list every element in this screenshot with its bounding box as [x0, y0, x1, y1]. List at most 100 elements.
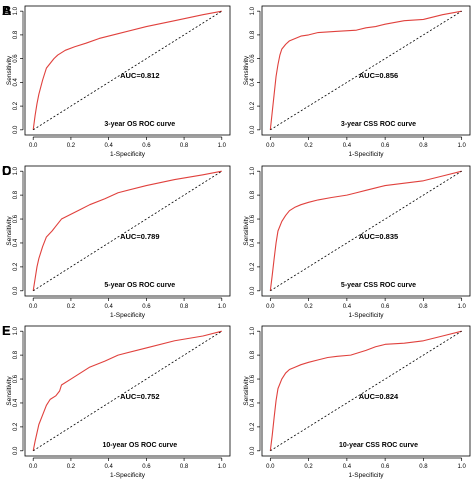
y-tick-label: 0.2: [250, 101, 256, 110]
y-tick-label: 0.2: [250, 422, 256, 431]
y-tick-label: 0.6: [250, 54, 256, 63]
roc-panel: B 0.0 0.2 0.4 0.6 0.8 1.0 1-Specificity 0.0 0.2 0.…: [2, 3, 471, 158]
y-tick-label: 0.4: [250, 398, 256, 407]
x-tick-label: 0.2: [304, 143, 313, 149]
x-tick-label: 1.0: [218, 304, 227, 310]
x-tick-label: 0.6: [142, 464, 151, 470]
x-tick-label: 0.0: [29, 143, 38, 149]
x-tick-label: 0.0: [29, 304, 38, 310]
y-tick-label: 0.2: [13, 262, 19, 271]
panel-letter: C: [2, 163, 12, 178]
x-tick-label: 1.0: [218, 143, 227, 149]
roc-panel: D 0.0 0.2 0.4 0.6 0.8 1.0 1-Specificity 0.0 0.2 0.…: [2, 163, 471, 319]
roc-curve-line: [269, 330, 462, 451]
x-tick-label: 0.0: [29, 464, 38, 470]
x-tick-label: 1.0: [458, 143, 467, 149]
panel-letter: D: [2, 163, 11, 178]
x-tick-label: 0.6: [381, 464, 390, 470]
y-axis-title: Sensitivity: [243, 216, 250, 246]
y-tick-label: 0.8: [13, 190, 19, 199]
x-axis-title: 1-Specificity: [110, 312, 146, 319]
x-tick-label: 0.2: [67, 464, 76, 470]
reference-diagonal-line: [270, 10, 462, 131]
y-tick-label: 0.0: [13, 125, 19, 134]
y-tick-label: 1.0: [13, 6, 19, 15]
auc-label: AUC=0.824: [359, 392, 399, 401]
x-tick-label: 0.2: [67, 143, 76, 149]
x-tick-label: 0.4: [104, 143, 113, 149]
roc-curve-line: [269, 10, 462, 130]
y-tick-label: 0.0: [250, 125, 256, 134]
x-tick-label: 0.6: [381, 143, 390, 149]
y-tick-label: 1.0: [250, 166, 256, 175]
y-tick-label: 0.6: [250, 214, 256, 223]
y-tick-label: 0.2: [250, 262, 256, 271]
y-tick-label: 0.0: [13, 446, 19, 455]
x-tick-label: 0.0: [266, 464, 275, 470]
x-axis-title: 1-Specificity: [110, 472, 146, 479]
x-tick-label: 0.4: [343, 464, 352, 470]
x-tick-label: 0.6: [142, 304, 151, 310]
y-tick-label: 0.8: [13, 350, 19, 359]
reference-diagonal-line: [32, 330, 223, 452]
y-tick-label: 0.4: [250, 78, 256, 87]
curve-title: 10-year CSS ROC curve: [339, 442, 418, 449]
y-tick-label: 0.6: [13, 54, 19, 63]
x-tick-label: 1.0: [218, 464, 227, 470]
y-tick-label: 0.6: [13, 374, 19, 383]
y-tick-label: 1.0: [250, 326, 256, 335]
y-axis-title: Sensitivity: [6, 216, 13, 246]
plot-frame: [24, 325, 231, 457]
x-tick-label: 0.4: [343, 304, 352, 310]
y-tick-label: 0.6: [250, 374, 256, 383]
y-tick-label: 0.8: [250, 30, 256, 39]
x-tick-label: 0.4: [104, 304, 113, 310]
x-tick-label: 0.4: [343, 143, 352, 149]
x-tick-label: 0.2: [304, 464, 313, 470]
roc-curve-line: [32, 10, 222, 130]
x-tick-label: 0.8: [180, 464, 189, 470]
y-tick-label: 1.0: [250, 6, 256, 15]
x-axis-title: 1-Specificity: [348, 151, 384, 158]
x-tick-label: 0.6: [381, 304, 390, 310]
curve-title: 5-year OS ROC curve: [104, 282, 175, 289]
curve-title: 3-year CSS ROC curve: [341, 121, 416, 128]
y-axis-title: Sensitivity: [243, 376, 250, 406]
panel-letter: F: [2, 323, 10, 338]
panel-letter: B: [2, 3, 11, 18]
roc-panel: A 0.0 0.2 0.4 0.6 0.8 1.0 1-Specificity 0.0 0.2 0.…: [2, 3, 231, 158]
curve-title: 10-year OS ROC curve: [102, 442, 177, 449]
x-tick-label: 0.0: [266, 143, 275, 149]
y-tick-label: 0.4: [13, 398, 19, 407]
y-tick-label: 0.2: [13, 422, 19, 431]
plot-frame: [261, 165, 471, 297]
x-tick-label: 0.6: [142, 143, 151, 149]
roc-curve-line: [32, 170, 222, 291]
x-tick-label: 1.0: [458, 464, 467, 470]
reference-diagonal-line: [270, 170, 462, 292]
y-tick-label: 0.4: [250, 238, 256, 247]
roc-curve-line: [269, 170, 462, 291]
y-tick-label: 0.0: [250, 286, 256, 295]
y-axis-title: Sensitivity: [6, 376, 13, 406]
x-axis-title: 1-Specificity: [348, 472, 384, 479]
y-tick-label: 0.4: [13, 238, 19, 247]
x-tick-label: 0.2: [67, 304, 76, 310]
auc-label: AUC=0.752: [120, 392, 159, 401]
x-axis-title: 1-Specificity: [110, 151, 146, 158]
reference-diagonal-line: [270, 330, 462, 452]
y-tick-label: 0.4: [13, 78, 19, 87]
reference-diagonal-line: [32, 170, 223, 292]
auc-label: AUC=0.856: [359, 71, 398, 80]
curve-title: 3-year OS ROC curve: [104, 121, 175, 128]
x-tick-label: 0.8: [180, 304, 189, 310]
y-axis-title: Sensitivity: [243, 55, 250, 85]
x-tick-label: 0.4: [104, 464, 113, 470]
y-tick-label: 0.8: [13, 30, 19, 39]
roc-panel: E 0.0 0.2 0.4 0.6 0.8 1.0 1-Specificity 0.0 0.2 0.…: [2, 323, 231, 479]
auc-label: AUC=0.835: [359, 232, 398, 241]
auc-label: AUC=0.789: [120, 232, 159, 241]
curve-title: 5-year CSS ROC curve: [341, 282, 416, 289]
plot-frame: [261, 5, 471, 136]
